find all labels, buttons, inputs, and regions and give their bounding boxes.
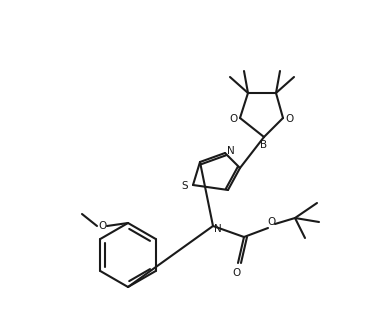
Text: O: O <box>229 114 237 124</box>
Text: N: N <box>214 224 222 234</box>
Text: N: N <box>227 146 235 156</box>
Text: O: O <box>268 217 276 227</box>
Text: O: O <box>286 114 294 124</box>
Text: S: S <box>182 181 188 191</box>
Text: O: O <box>98 221 106 231</box>
Text: B: B <box>261 140 267 150</box>
Text: O: O <box>232 268 240 278</box>
